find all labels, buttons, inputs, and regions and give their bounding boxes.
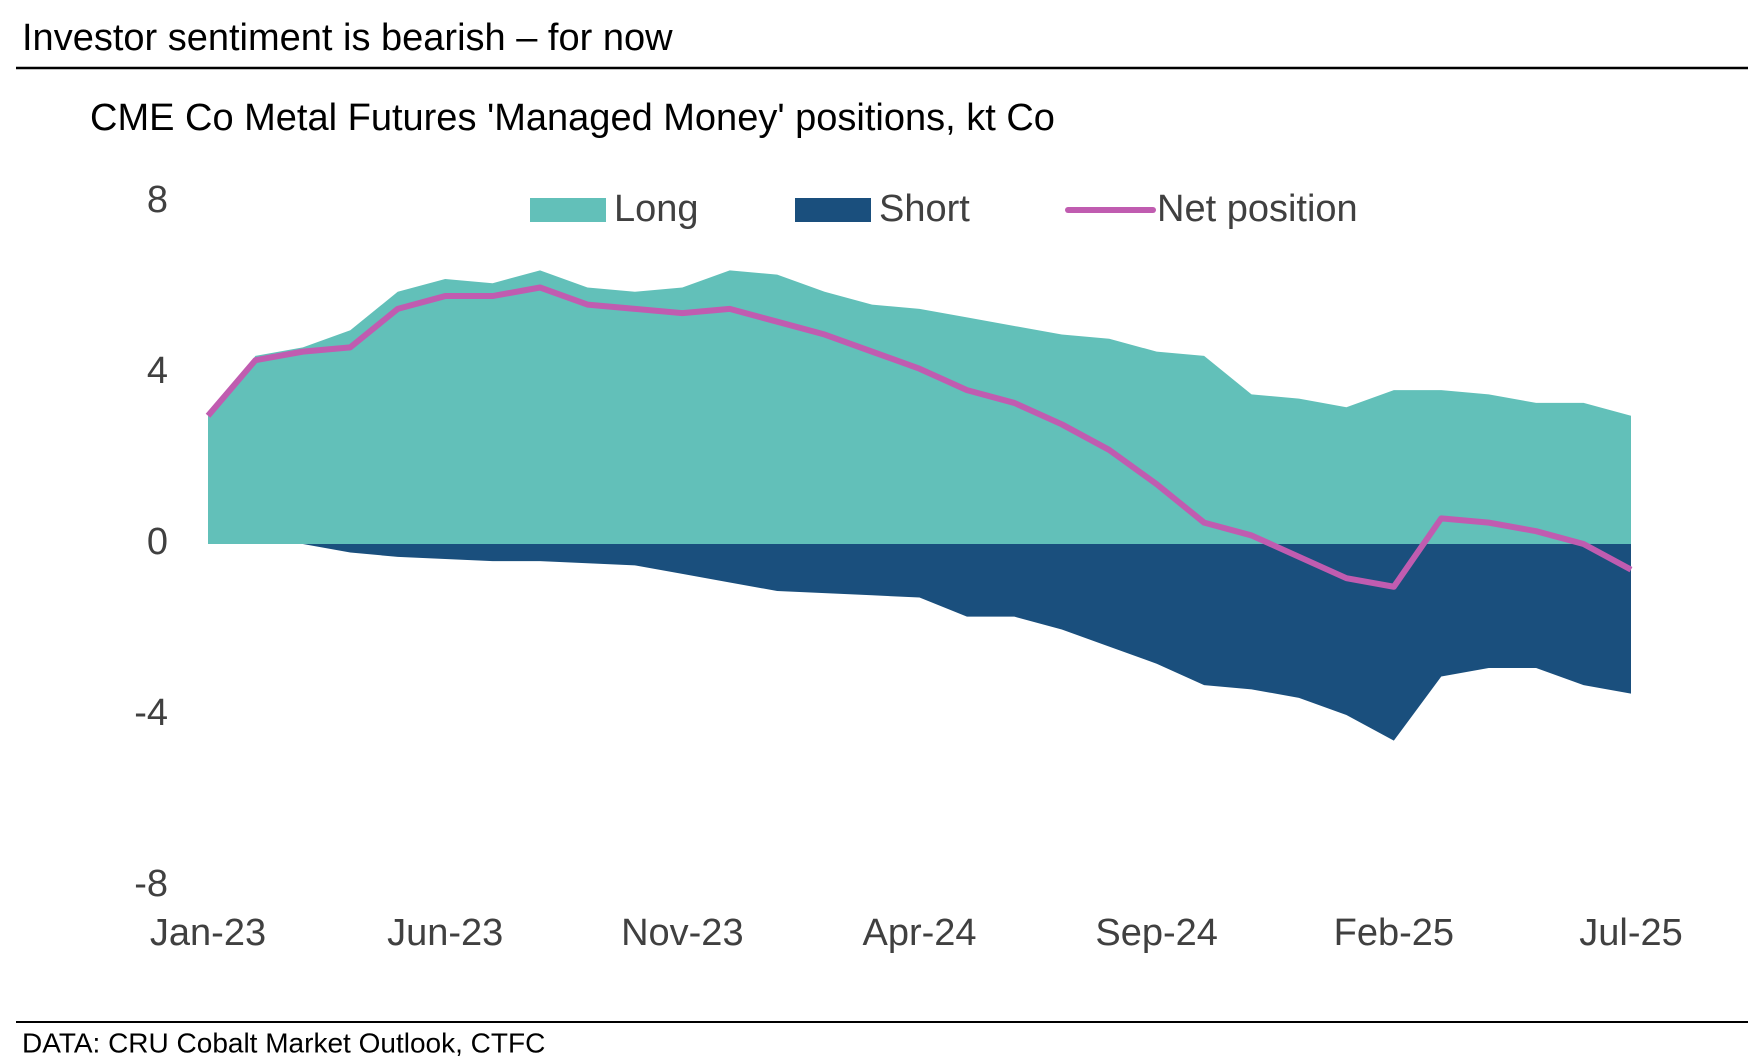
y-tick-label: 4 [147,350,168,392]
area [208,270,1631,544]
page-title: Investor sentiment is bearish – for now [22,17,673,59]
area [208,544,1631,741]
y-tick-label: -4 [134,692,168,734]
source-note: DATA: CRU Cobalt Market Outlook, CTFC [22,1027,545,1058]
y-tick-label: -8 [134,863,168,905]
legend-label: Short [879,188,970,230]
legend-label: Net position [1157,188,1358,230]
legend-label: Long [614,188,699,230]
line [205,284,1633,590]
legend-swatch [530,198,606,222]
x-tick-label: Jul-25 [1579,912,1683,954]
x-tick-label: Feb-25 [1334,912,1454,954]
x-tick-label: Jan-23 [150,912,266,954]
x-tick-label: Apr-24 [862,912,976,954]
y-tick-label: 8 [147,179,168,221]
y-tick-label: 0 [147,521,168,563]
x-tick-label: Jun-23 [387,912,503,954]
legend-swatch [795,198,871,222]
chart-title: CME Co Metal Futures 'Managed Money' pos… [90,97,1055,139]
x-tick-label: Sep-24 [1095,912,1218,954]
x-tick-label: Nov-23 [621,912,744,954]
